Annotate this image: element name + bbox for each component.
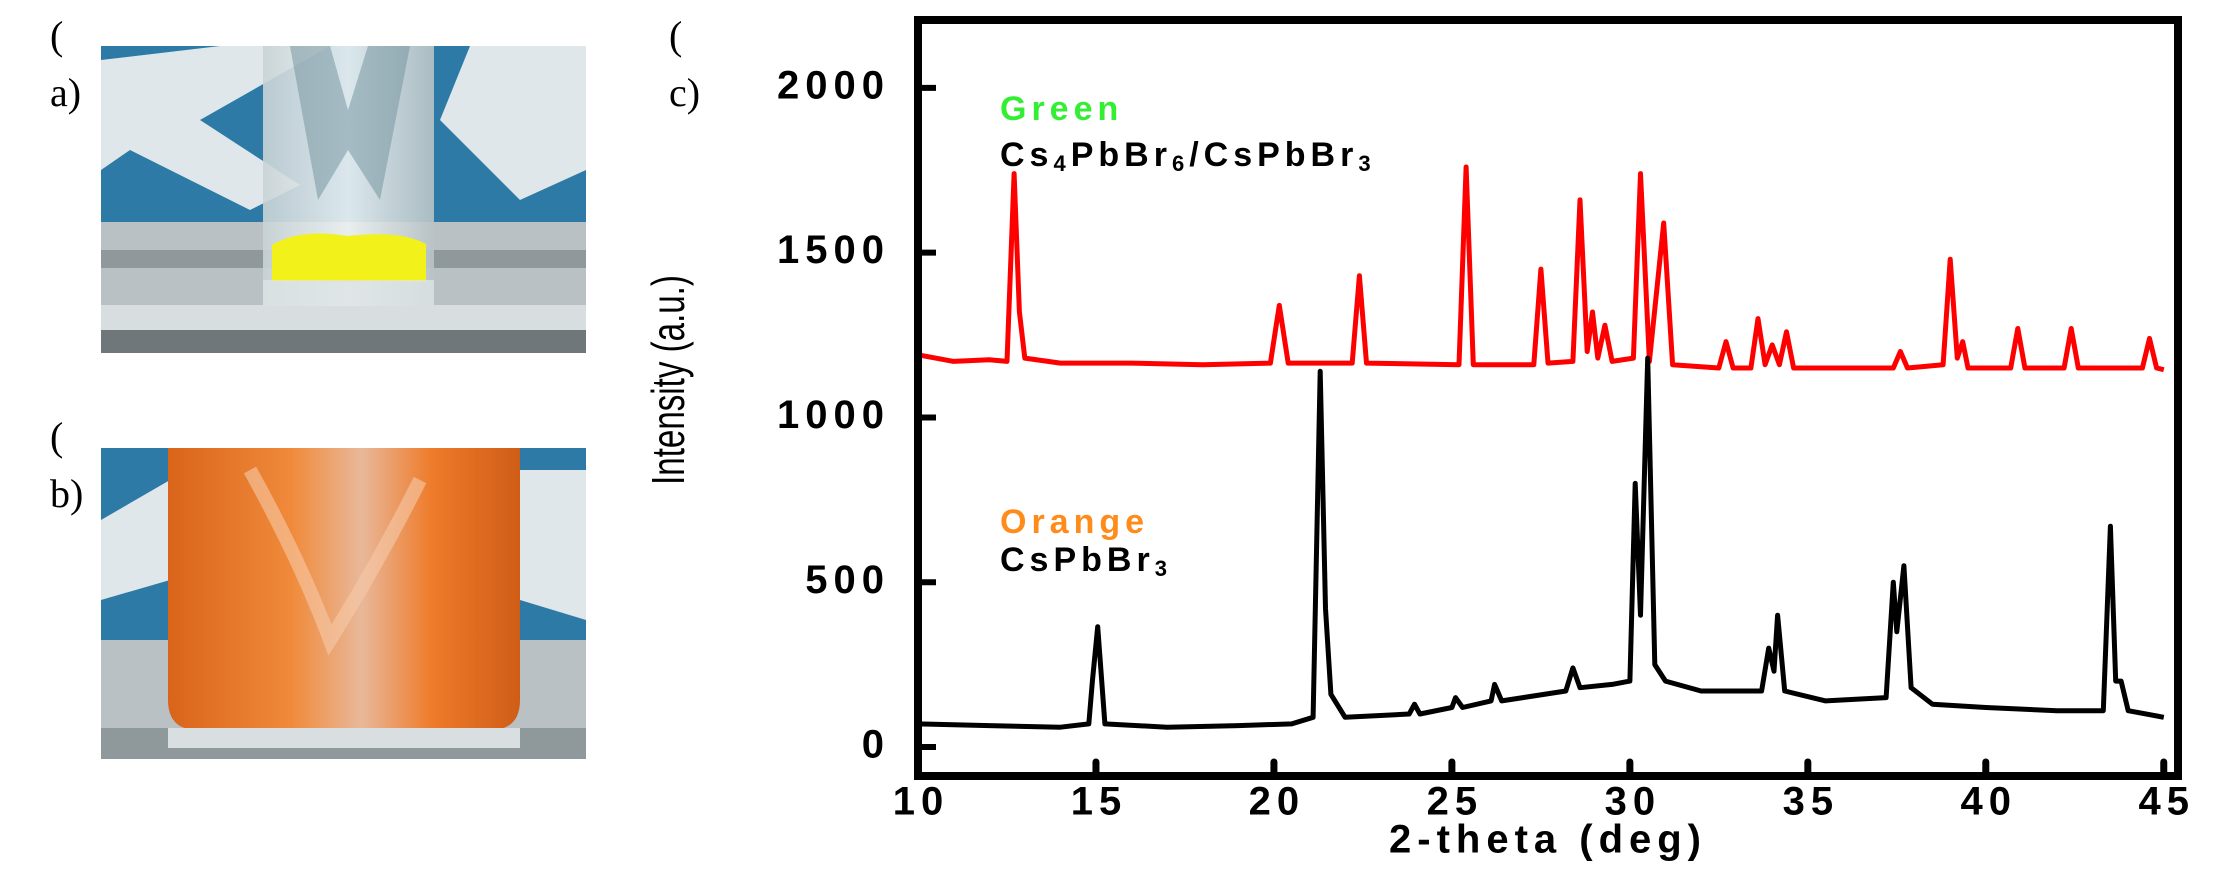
- y-tick-label: 1500: [777, 228, 890, 272]
- x-tick-label: 15: [1071, 780, 1128, 824]
- plot-frame: [914, 16, 2182, 780]
- panel-label: b): [50, 471, 83, 516]
- panel-label: c): [669, 70, 700, 115]
- x-tick-label: 25: [1427, 780, 1484, 824]
- y-tick-label: 0: [862, 723, 890, 767]
- legend-label: Orange: [1000, 503, 1149, 541]
- x-tick-label: 45: [2139, 780, 2196, 824]
- series-line: [917, 355, 2165, 730]
- y-axis-label: Intensity (a.u.): [644, 275, 694, 485]
- panel-label: (: [50, 414, 63, 459]
- panel-label: (: [50, 13, 63, 58]
- x-tick-label: 10: [893, 780, 950, 824]
- x-axis-label: 2-theta (deg): [1389, 818, 1707, 862]
- panel-label: a): [50, 70, 81, 115]
- legend-label: Green: [1000, 90, 1123, 128]
- series-line: [917, 164, 2165, 373]
- photo-b: [101, 448, 586, 759]
- y-tick-label: 500: [805, 558, 890, 602]
- photo-a: [101, 46, 586, 353]
- panel-label: (: [669, 13, 682, 58]
- y-tick-label: 2000: [777, 63, 890, 107]
- legend-formula: Cs4PbBr6/CsPbBr3: [1000, 136, 1376, 176]
- y-tick-label: 1000: [777, 393, 890, 437]
- x-tick-label: 40: [1961, 780, 2018, 824]
- legend-formula: CsPbBr3: [1000, 541, 1172, 581]
- x-tick-label: 35: [1783, 780, 1840, 824]
- x-tick-label: 20: [1249, 780, 1306, 824]
- x-tick-label: 30: [1605, 780, 1662, 824]
